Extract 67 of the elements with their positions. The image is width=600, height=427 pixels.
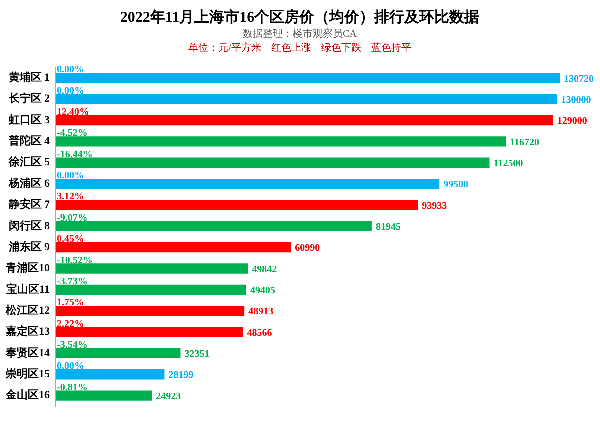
y-tick-label: 松江区12 <box>5 304 50 317</box>
y-tick-label: 杨浦区 6 <box>8 176 50 190</box>
y-tick-label: 虹口区 3 <box>8 113 50 126</box>
annotation: 1.75% <box>57 298 84 309</box>
chart-subtitle: 数据整理：楼市观察员CA <box>242 28 358 41</box>
y-tick-label: 崇明区15 <box>5 367 50 380</box>
data-label: 49842 <box>252 264 278 276</box>
data-label: 99500 <box>444 180 469 191</box>
annotation: -3.54% <box>57 340 88 351</box>
annotation: 0.45% <box>57 234 84 246</box>
data-label: 60990 <box>295 243 320 254</box>
y-tick-label: 闵行区 8 <box>8 219 50 232</box>
data-label: 112500 <box>494 158 524 170</box>
y-tick-label: 黄埔区 1 <box>8 71 50 84</box>
bar <box>56 242 292 253</box>
y-tick-label: 宝山区11 <box>6 282 50 296</box>
y-tick-label: 奉贤区14 <box>5 346 50 360</box>
annotation: -16.44% <box>57 149 93 160</box>
data-label: 28199 <box>168 370 194 382</box>
y-tick-label: 金山区16 <box>5 388 50 402</box>
y-tick-label: 普陀区 4 <box>8 134 50 148</box>
bar <box>56 264 248 274</box>
y-tick-label: 青浦区10 <box>5 262 50 275</box>
annotation: -10.52% <box>57 255 93 266</box>
data-label: 93933 <box>422 200 448 212</box>
data-label: 32351 <box>184 349 210 360</box>
y-tick-label: 静安区 7 <box>8 198 50 212</box>
bar <box>56 94 558 104</box>
annotation: 0.00% <box>57 170 84 182</box>
annotation: 12.40% <box>57 107 90 118</box>
chart-title: 2022年11月上海市16个区房价（均价）排行及环比数据 <box>119 8 481 27</box>
bar <box>56 284 246 296</box>
data-label: 130720 <box>564 74 594 85</box>
annotation: -9.07% <box>57 212 88 224</box>
y-tick-label: 徐汇区 5 <box>8 156 50 169</box>
bar <box>56 327 244 338</box>
annotation: -0.81% <box>57 382 88 394</box>
data-label: 129000 <box>557 116 588 128</box>
data-label: 24923 <box>156 391 182 402</box>
annotation: 3.12% <box>57 192 84 203</box>
data-label: 48913 <box>248 306 274 318</box>
y-tick-label: 嘉定区13 <box>6 325 50 338</box>
data-label: 130000 <box>561 94 592 106</box>
y-tick-label: 长宁区 2 <box>8 92 50 106</box>
data-label: 48566 <box>247 328 272 339</box>
bar <box>56 73 560 84</box>
annotation: -3.73% <box>57 276 88 288</box>
data-label: 116720 <box>510 137 540 148</box>
text: 单位：元/平方米 红色上涨 绿色下跌 蓝色持平 <box>188 42 412 55</box>
bar <box>56 158 490 168</box>
bar <box>56 178 440 190</box>
bar <box>56 370 165 380</box>
annotation: 2.22% <box>57 318 84 330</box>
y-tick-label: 浦东区 9 <box>8 240 50 254</box>
data-label: 49405 <box>250 286 276 297</box>
bar <box>56 221 372 232</box>
annotation: 0.00% <box>57 86 84 97</box>
bar <box>56 390 152 401</box>
bar <box>56 348 181 359</box>
bar <box>56 306 245 316</box>
annotation: 0.00% <box>57 361 84 372</box>
annotation: 0.00% <box>57 64 84 76</box>
bar <box>56 200 418 210</box>
bar <box>56 115 554 126</box>
annotation: -4.52% <box>57 128 88 140</box>
data-label: 81945 <box>376 222 401 233</box>
bar <box>56 136 506 147</box>
